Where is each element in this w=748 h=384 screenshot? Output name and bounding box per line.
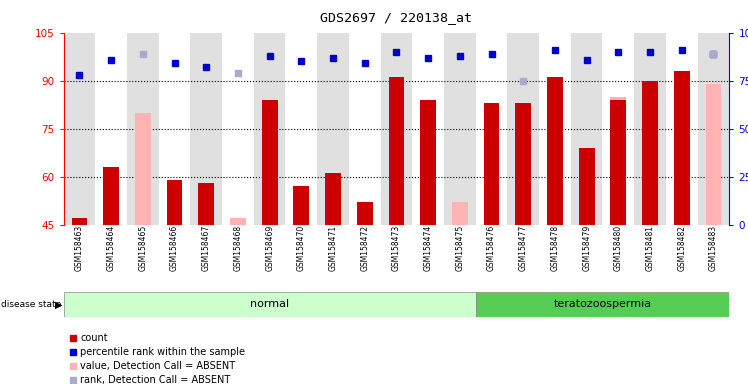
Text: GDS2697 / 220138_at: GDS2697 / 220138_at bbox=[320, 12, 473, 25]
Bar bbox=[666, 33, 698, 225]
Bar bbox=[64, 33, 95, 225]
Bar bbox=[198, 183, 214, 225]
Text: GSM158466: GSM158466 bbox=[170, 225, 179, 271]
Text: disease state: disease state bbox=[1, 300, 61, 309]
Bar bbox=[547, 78, 562, 225]
Text: GSM158482: GSM158482 bbox=[677, 225, 686, 271]
Bar bbox=[95, 33, 127, 225]
Bar bbox=[103, 167, 119, 225]
Bar bbox=[539, 33, 571, 225]
Bar bbox=[293, 186, 309, 225]
Bar bbox=[420, 100, 436, 225]
Bar bbox=[705, 84, 721, 225]
Bar bbox=[571, 33, 602, 225]
Text: GSM158467: GSM158467 bbox=[202, 225, 211, 271]
Bar bbox=[262, 100, 278, 225]
Bar bbox=[412, 33, 444, 225]
Bar bbox=[317, 33, 349, 225]
Text: teratozoospermia: teratozoospermia bbox=[554, 299, 652, 310]
Text: GSM158468: GSM158468 bbox=[233, 225, 242, 271]
Bar bbox=[159, 33, 191, 225]
Text: ▶: ▶ bbox=[55, 299, 62, 310]
Bar bbox=[349, 33, 381, 225]
Bar bbox=[507, 33, 539, 225]
Bar bbox=[452, 202, 468, 225]
Bar bbox=[254, 33, 286, 225]
Text: GSM158477: GSM158477 bbox=[519, 225, 528, 271]
Text: GSM158480: GSM158480 bbox=[614, 225, 623, 271]
Text: GSM158472: GSM158472 bbox=[361, 225, 370, 271]
Text: GSM158476: GSM158476 bbox=[487, 225, 496, 271]
Bar bbox=[476, 292, 729, 317]
Bar bbox=[610, 97, 626, 225]
Bar bbox=[381, 33, 412, 225]
Bar bbox=[357, 202, 373, 225]
Bar bbox=[167, 180, 183, 225]
Text: count: count bbox=[80, 333, 108, 343]
Text: GSM158464: GSM158464 bbox=[107, 225, 116, 271]
Text: GSM158469: GSM158469 bbox=[265, 225, 274, 271]
Bar bbox=[222, 33, 254, 225]
Bar bbox=[72, 218, 88, 225]
Bar bbox=[388, 78, 405, 225]
Text: GSM158475: GSM158475 bbox=[456, 225, 465, 271]
Bar bbox=[444, 33, 476, 225]
Text: GSM158479: GSM158479 bbox=[582, 225, 591, 271]
Text: GSM158471: GSM158471 bbox=[328, 225, 337, 271]
Text: percentile rank within the sample: percentile rank within the sample bbox=[80, 347, 245, 357]
Text: GSM158473: GSM158473 bbox=[392, 225, 401, 271]
Bar bbox=[642, 81, 658, 225]
Text: normal: normal bbox=[250, 299, 289, 310]
Bar bbox=[634, 33, 666, 225]
Bar bbox=[135, 113, 151, 225]
Bar bbox=[515, 119, 531, 225]
Text: GSM158474: GSM158474 bbox=[423, 225, 432, 271]
Text: GSM158465: GSM158465 bbox=[138, 225, 147, 271]
Bar bbox=[484, 103, 500, 225]
Bar bbox=[325, 174, 341, 225]
Text: value, Detection Call = ABSENT: value, Detection Call = ABSENT bbox=[80, 361, 236, 371]
Text: GSM158481: GSM158481 bbox=[646, 225, 654, 271]
Bar bbox=[602, 33, 634, 225]
Bar bbox=[191, 33, 222, 225]
Bar bbox=[579, 148, 595, 225]
Bar bbox=[476, 33, 507, 225]
Text: GSM158483: GSM158483 bbox=[709, 225, 718, 271]
Text: GSM158478: GSM158478 bbox=[551, 225, 560, 271]
Bar bbox=[610, 100, 626, 225]
Bar bbox=[64, 292, 476, 317]
Text: GSM158470: GSM158470 bbox=[297, 225, 306, 271]
Bar bbox=[515, 103, 531, 225]
Bar bbox=[127, 33, 159, 225]
Bar bbox=[230, 218, 246, 225]
Text: rank, Detection Call = ABSENT: rank, Detection Call = ABSENT bbox=[80, 375, 230, 384]
Bar bbox=[286, 33, 317, 225]
Text: GSM158463: GSM158463 bbox=[75, 225, 84, 271]
Bar bbox=[674, 71, 690, 225]
Bar bbox=[698, 33, 729, 225]
